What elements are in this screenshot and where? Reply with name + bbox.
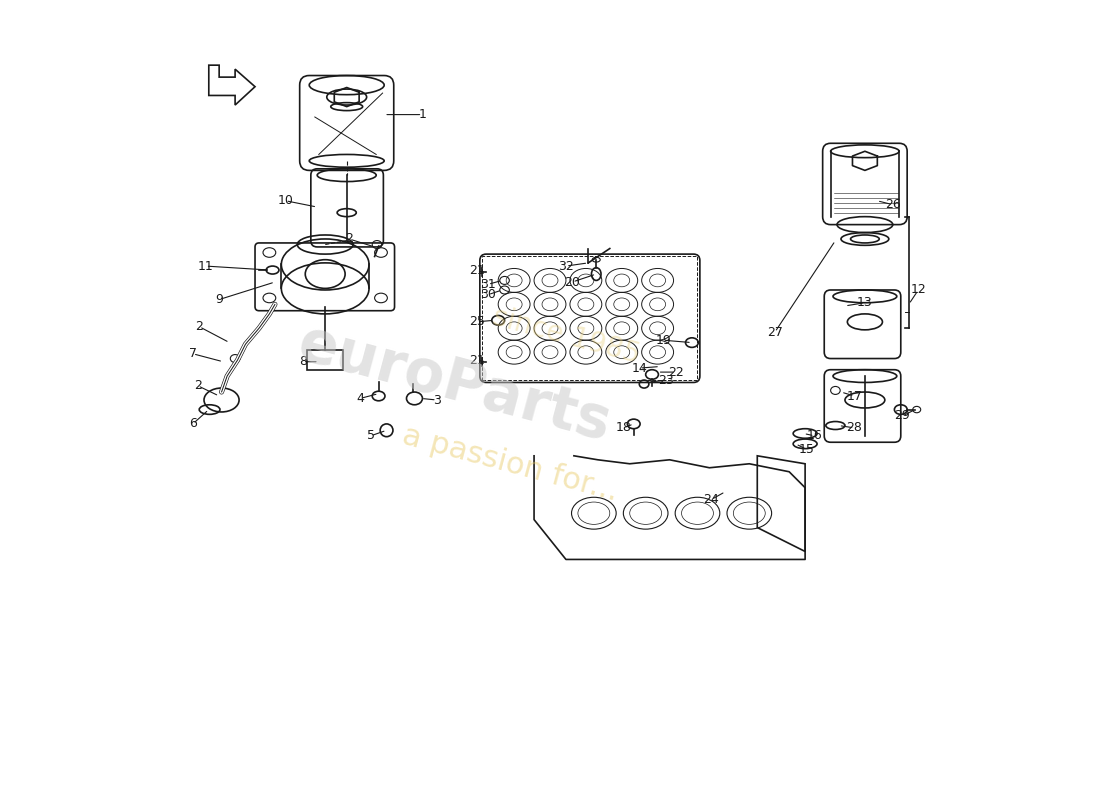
Text: 6: 6 (189, 418, 197, 430)
Text: 30: 30 (480, 288, 496, 302)
Text: a passion for...: a passion for... (399, 421, 622, 506)
Text: 23: 23 (658, 374, 673, 386)
Text: 4: 4 (356, 392, 364, 405)
Text: 2: 2 (194, 379, 201, 392)
Text: 14: 14 (631, 362, 647, 374)
Text: 8: 8 (299, 355, 307, 368)
Bar (482, 257, 697, 380)
Text: 27: 27 (767, 326, 783, 338)
Text: 32: 32 (558, 259, 574, 273)
Text: 10: 10 (277, 194, 294, 207)
Text: 21: 21 (469, 264, 484, 278)
Text: 3: 3 (433, 394, 441, 406)
Text: 17: 17 (847, 390, 862, 402)
Text: 28: 28 (847, 422, 862, 434)
Text: 15: 15 (799, 443, 815, 456)
Text: 7: 7 (189, 347, 197, 360)
Text: 18: 18 (615, 422, 631, 434)
Text: 5: 5 (366, 430, 375, 442)
Text: 26: 26 (884, 198, 901, 211)
Text: 31: 31 (480, 278, 496, 291)
Text: 29: 29 (894, 410, 910, 422)
Text: 2: 2 (196, 320, 204, 333)
Text: 19: 19 (656, 334, 671, 346)
Text: 22: 22 (668, 366, 684, 378)
Text: 1: 1 (418, 108, 427, 121)
Text: 20: 20 (564, 275, 581, 289)
Bar (307, 350, 343, 370)
Text: 25: 25 (469, 315, 485, 328)
Text: 12: 12 (911, 283, 926, 297)
Text: 9: 9 (216, 293, 223, 306)
Text: 2: 2 (345, 233, 353, 246)
Text: 13: 13 (857, 296, 872, 310)
Text: 16: 16 (806, 430, 823, 442)
Text: since 1985: since 1985 (490, 303, 642, 370)
Text: 21: 21 (469, 354, 484, 366)
Text: euroParts: euroParts (292, 315, 617, 454)
Text: 24: 24 (703, 493, 719, 506)
Text: 11: 11 (198, 259, 213, 273)
